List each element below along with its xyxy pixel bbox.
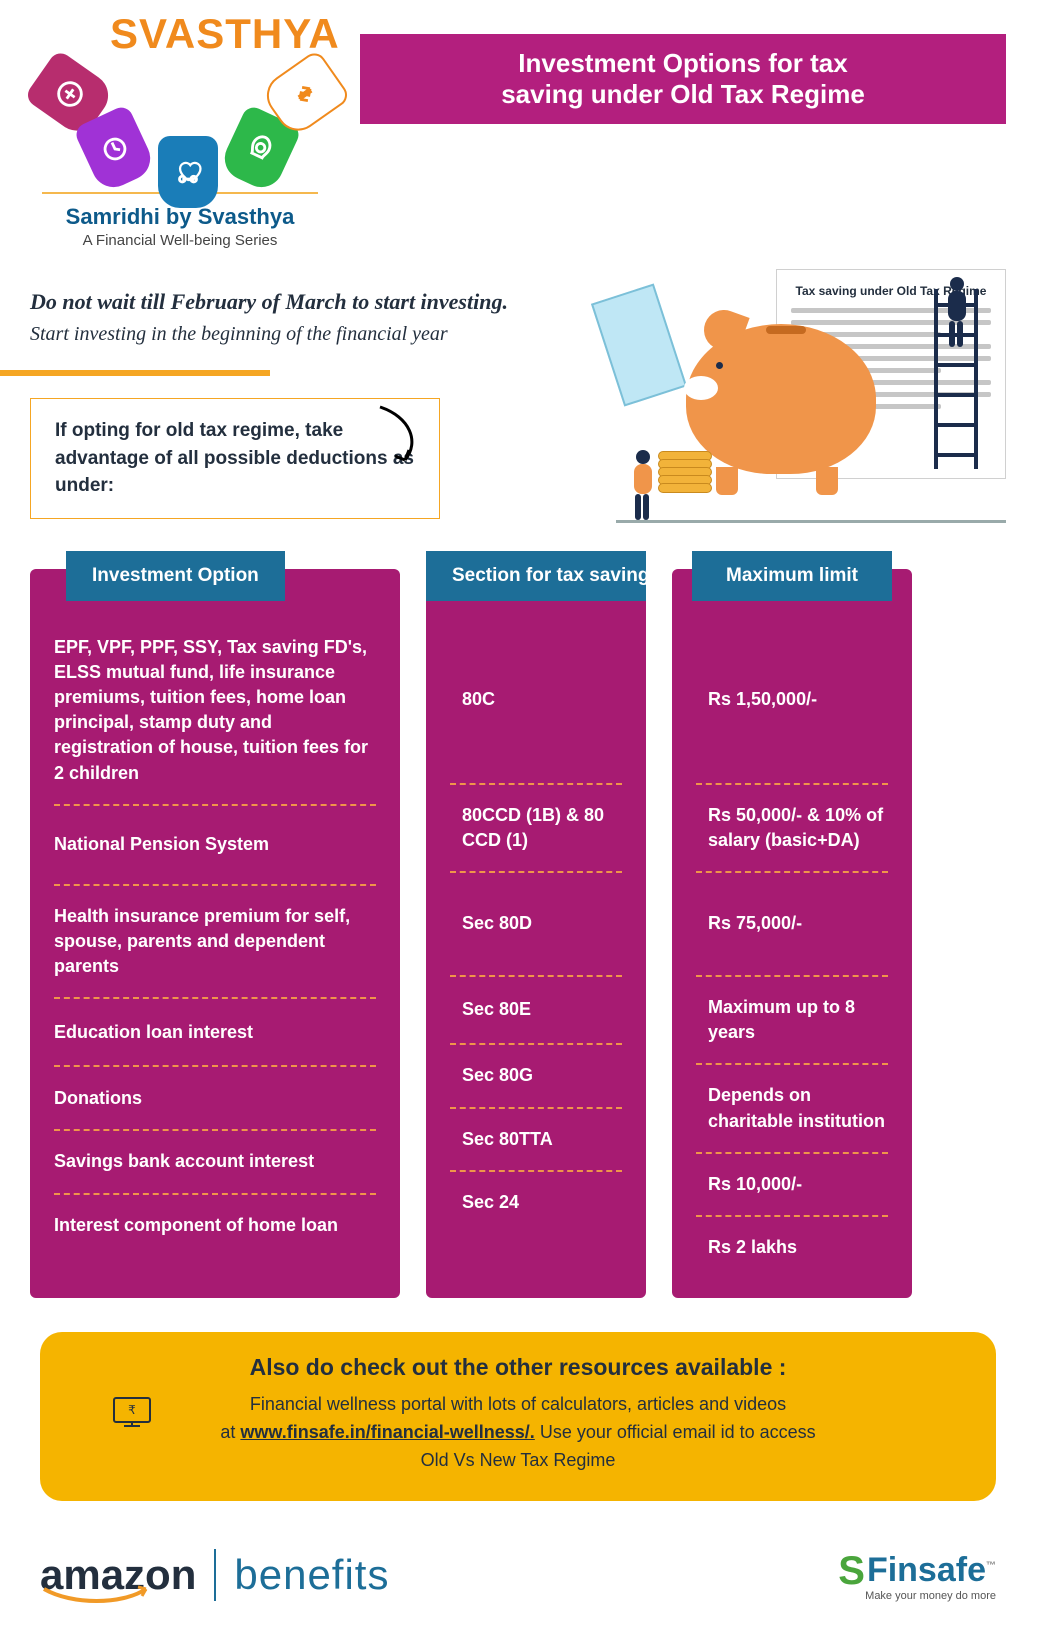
table-cell: Rs 1,50,000/-	[696, 625, 888, 775]
intro-bold: Do not wait till February of March to st…	[30, 289, 596, 315]
table-cell: Donations	[54, 1075, 376, 1121]
finsafe-s-icon: S	[838, 1549, 865, 1593]
table-cell: Rs 50,000/- & 10% of salary (basic+DA)	[696, 793, 888, 863]
table-cell: Health insurance premium for self, spous…	[54, 894, 376, 990]
table-cell: Education loan interest	[54, 1007, 376, 1057]
resources-title: Also do check out the other resources av…	[80, 1354, 956, 1381]
table-cell: Rs 2 lakhs	[696, 1225, 888, 1270]
footer: amazon benefits SFinsafe™ Make your mone…	[30, 1549, 1006, 1602]
logo-petals	[30, 58, 330, 188]
portal-icon: ₹	[110, 1394, 154, 1430]
accent-bar	[0, 370, 270, 376]
piggybank-icon	[676, 314, 896, 489]
divider	[214, 1549, 216, 1601]
banner-line1: Investment Options for tax	[390, 48, 976, 79]
person-icon	[948, 277, 966, 352]
table-cell: Depends on charitable institution	[696, 1073, 888, 1143]
table-cell: National Pension System	[54, 814, 376, 876]
resources-postlink: Use your official email id to access	[540, 1422, 816, 1442]
resources-link[interactable]: www.finsafe.in/financial-wellness/.	[240, 1422, 534, 1442]
banner-line2: saving under Old Tax Regime	[390, 79, 976, 110]
petal-icon	[158, 136, 218, 208]
intro-regular: Start investing in the beginning of the …	[30, 323, 596, 346]
column-section: Section for tax saving 80C 80CCD (1B) & …	[426, 569, 646, 1299]
table-cell: Sec 80D	[450, 881, 622, 967]
banknote-icon	[591, 283, 687, 406]
column-investment-option: Investment Option EPF, VPF, PPF, SSY, Ta…	[30, 569, 400, 1299]
resources-line1: Financial wellness portal with lots of c…	[250, 1394, 786, 1414]
amazon-smile-icon	[42, 1585, 152, 1605]
resources-body: Financial wellness portal with lots of c…	[80, 1391, 956, 1475]
person-icon	[634, 450, 652, 525]
resources-prelink: at	[220, 1422, 240, 1442]
col-header: Investment Option	[66, 551, 285, 601]
svg-text:₹: ₹	[128, 1403, 136, 1417]
table-cell: Savings bank account interest	[54, 1139, 376, 1184]
finsafe-word: Finsafe	[867, 1551, 986, 1589]
table-cell: Interest component of home loan	[54, 1203, 376, 1248]
table-cell: Rs 10,000/-	[696, 1162, 888, 1207]
table-cell: Maximum up to 8 years	[696, 985, 888, 1055]
finsafe-logo: SFinsafe™ Make your money do more	[827, 1549, 996, 1602]
table-cell: Rs 75,000/-	[696, 881, 888, 967]
col-header: Maximum limit	[692, 551, 892, 601]
resources-line3: Old Vs New Tax Regime	[421, 1450, 616, 1470]
arrow-icon	[370, 402, 430, 472]
table-cell: 80C	[450, 625, 622, 775]
table-cell: EPF, VPF, PPF, SSY, Tax saving FD's, ELS…	[54, 625, 376, 796]
title-banner: Investment Options for tax saving under …	[360, 34, 1006, 124]
col-header: Section for tax saving	[426, 551, 646, 601]
table-cell: 80CCD (1B) & 80 CCD (1)	[450, 793, 622, 863]
amazon-word: amazon	[40, 1551, 196, 1599]
column-limit: Maximum limit Rs 1,50,000/- Rs 50,000/- …	[672, 569, 912, 1299]
piggy-illustration: Tax saving under Old Tax Regime	[616, 269, 1006, 519]
svasthya-logo: SVASTHYA Samridhi by Svasthya A Financia…	[30, 10, 330, 249]
deductions-table: Investment Option EPF, VPF, PPF, SSY, Ta…	[30, 569, 1006, 1299]
resources-box: ₹ Also do check out the other resources …	[40, 1332, 996, 1501]
table-cell: Sec 80E	[450, 985, 622, 1035]
table-cell: Sec 80G	[450, 1053, 622, 1099]
amazon-benefits-logo: amazon benefits	[40, 1549, 389, 1601]
series-subtitle: A Financial Well-being Series	[30, 232, 330, 249]
brand-name: SVASTHYA	[30, 10, 330, 58]
table-cell: Sec 24	[450, 1180, 622, 1225]
table-cell: Sec 80TTA	[450, 1117, 622, 1162]
benefits-word: benefits	[234, 1551, 389, 1599]
